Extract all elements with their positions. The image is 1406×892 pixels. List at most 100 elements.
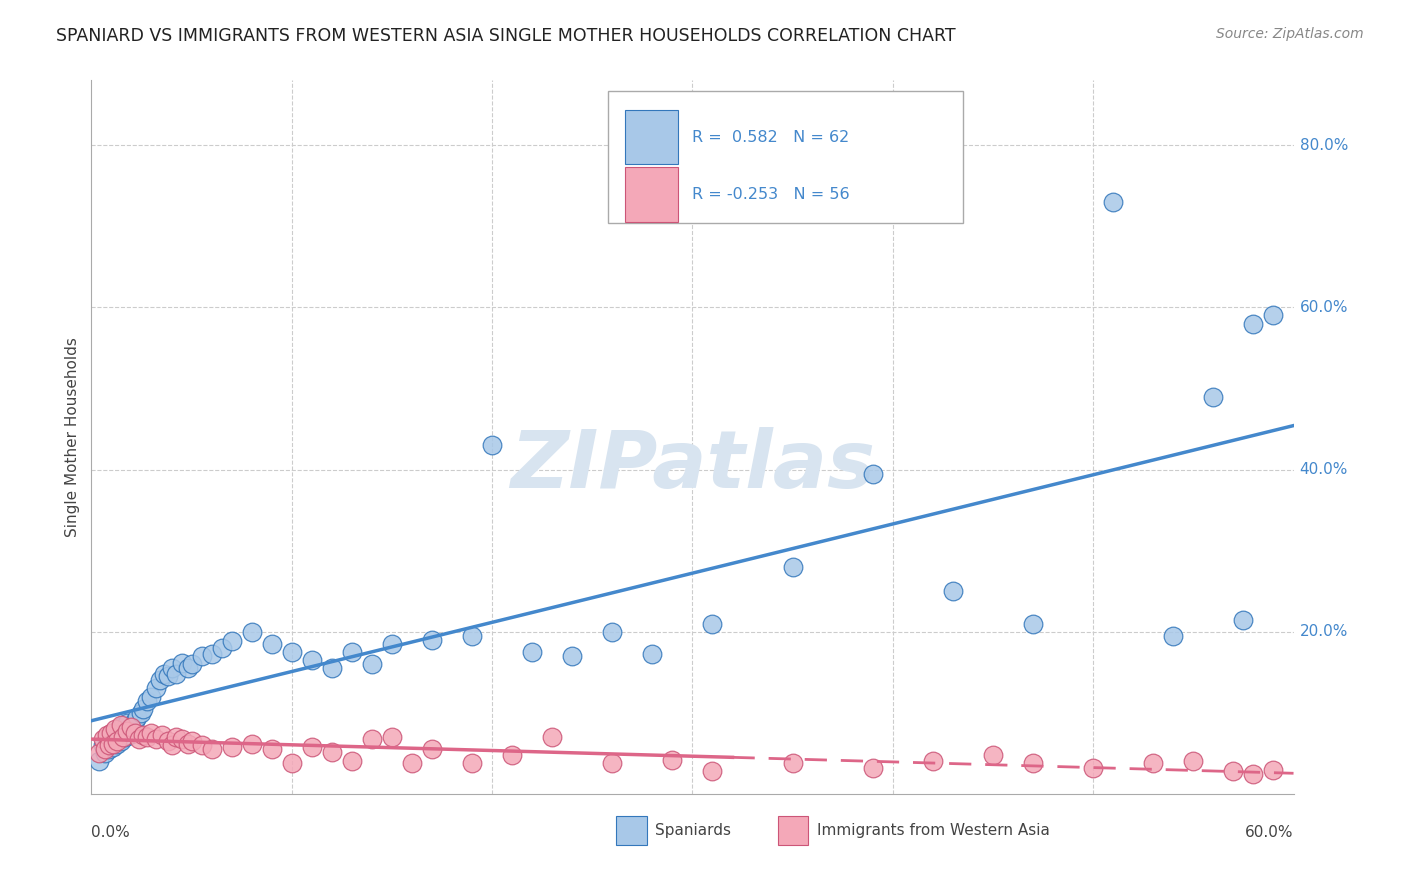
Point <box>401 756 423 770</box>
Point <box>190 648 212 663</box>
Point <box>107 737 129 751</box>
Point <box>103 737 125 751</box>
Point <box>136 730 159 744</box>
Point <box>89 747 111 761</box>
Point <box>420 632 443 647</box>
Point <box>93 738 115 752</box>
Point <box>702 764 724 779</box>
Point <box>1163 629 1185 643</box>
Point <box>104 726 127 740</box>
Point <box>176 661 198 675</box>
Point <box>165 666 187 681</box>
Point <box>381 730 404 744</box>
Point <box>1243 766 1265 780</box>
Text: Source: ZipAtlas.com: Source: ZipAtlas.com <box>1216 27 1364 41</box>
Point <box>108 722 131 736</box>
Point <box>94 747 117 761</box>
Text: 0.0%: 0.0% <box>91 825 131 840</box>
Point <box>281 756 304 770</box>
Point <box>127 710 149 724</box>
Point <box>461 629 484 643</box>
Point <box>501 747 523 762</box>
Point <box>641 648 664 662</box>
Point <box>481 438 503 452</box>
Point <box>122 720 145 734</box>
Text: 40.0%: 40.0% <box>1299 462 1348 477</box>
Point <box>103 739 125 754</box>
Point <box>360 731 382 746</box>
Point <box>165 730 187 744</box>
Text: 80.0%: 80.0% <box>1299 137 1348 153</box>
Point <box>136 693 159 707</box>
Point <box>1022 756 1045 770</box>
Point <box>156 669 179 683</box>
Point <box>1102 194 1125 209</box>
Text: Spaniards: Spaniards <box>655 823 731 838</box>
Point <box>1182 755 1205 769</box>
Text: Immigrants from Western Asia: Immigrants from Western Asia <box>817 823 1050 838</box>
Point <box>117 715 139 730</box>
Point <box>176 737 198 751</box>
Point <box>124 726 146 740</box>
Point <box>110 718 132 732</box>
Point <box>128 731 150 746</box>
FancyBboxPatch shape <box>626 111 678 164</box>
Point <box>117 723 139 738</box>
Point <box>124 714 146 728</box>
Point <box>114 730 136 744</box>
Point <box>321 661 343 675</box>
Text: 60.0%: 60.0% <box>1299 300 1348 315</box>
Point <box>98 742 121 756</box>
Point <box>702 616 724 631</box>
Point <box>340 755 363 769</box>
Point <box>152 666 174 681</box>
Point <box>141 690 163 704</box>
Point <box>782 756 804 770</box>
Point <box>340 645 363 659</box>
Point <box>1232 613 1254 627</box>
Point <box>190 738 212 752</box>
Point <box>602 756 624 770</box>
Point <box>170 731 193 746</box>
Point <box>1222 764 1244 779</box>
Point <box>541 730 564 744</box>
Point <box>96 729 118 743</box>
Point <box>1202 390 1225 404</box>
Point <box>1263 763 1285 777</box>
Point <box>98 738 121 752</box>
Point <box>96 731 118 746</box>
Point <box>93 731 115 746</box>
Point <box>862 761 884 775</box>
Point <box>132 729 155 743</box>
Point <box>156 734 179 748</box>
Point <box>141 726 163 740</box>
Point <box>112 730 135 744</box>
Point <box>107 734 129 748</box>
Point <box>981 747 1004 762</box>
Point <box>104 722 127 736</box>
Text: R = -0.253   N = 56: R = -0.253 N = 56 <box>692 187 851 202</box>
Point <box>160 661 183 675</box>
FancyBboxPatch shape <box>626 168 678 221</box>
Point <box>94 742 117 756</box>
Point <box>1022 616 1045 631</box>
Point <box>201 742 224 756</box>
Point <box>170 656 193 670</box>
Point <box>461 756 484 770</box>
Point <box>145 681 167 696</box>
Point <box>1083 761 1105 775</box>
Point <box>602 624 624 639</box>
Point <box>301 653 323 667</box>
Point <box>420 742 443 756</box>
Y-axis label: Single Mother Households: Single Mother Households <box>65 337 80 537</box>
Point <box>360 657 382 672</box>
Point <box>561 648 583 663</box>
Point <box>321 745 343 759</box>
Point <box>180 734 202 748</box>
Point <box>221 739 243 754</box>
Point <box>180 657 202 672</box>
Point <box>661 753 683 767</box>
Point <box>160 738 183 752</box>
FancyBboxPatch shape <box>609 91 963 223</box>
Point <box>221 634 243 648</box>
